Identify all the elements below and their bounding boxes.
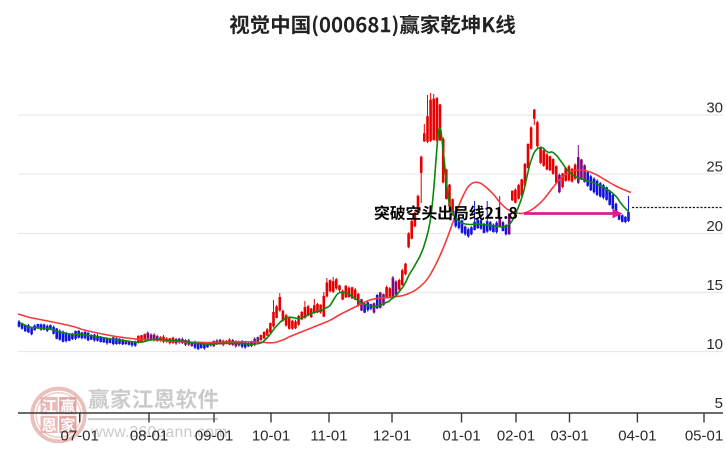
- svg-text:15: 15: [706, 277, 723, 294]
- svg-text:07-01: 07-01: [61, 428, 99, 445]
- svg-text:11-01: 11-01: [310, 428, 347, 445]
- svg-text:30: 30: [706, 100, 723, 117]
- svg-text:03-01: 03-01: [550, 428, 588, 445]
- svg-text:5: 5: [715, 395, 723, 412]
- svg-text:08-01: 08-01: [130, 428, 168, 445]
- svg-text:20: 20: [706, 218, 723, 235]
- svg-text:05-01: 05-01: [685, 428, 723, 445]
- svg-text:02-01: 02-01: [497, 428, 535, 445]
- svg-text:01-01: 01-01: [442, 428, 480, 445]
- svg-text:12-01: 12-01: [373, 428, 411, 445]
- svg-text:10-01: 10-01: [252, 428, 290, 445]
- svg-text:10: 10: [706, 336, 723, 353]
- svg-text:www.360gann.com: www.360gann.com: [90, 424, 227, 441]
- svg-text:04-01: 04-01: [618, 428, 656, 445]
- svg-text:09-01: 09-01: [195, 428, 233, 445]
- svg-text:25: 25: [706, 159, 723, 176]
